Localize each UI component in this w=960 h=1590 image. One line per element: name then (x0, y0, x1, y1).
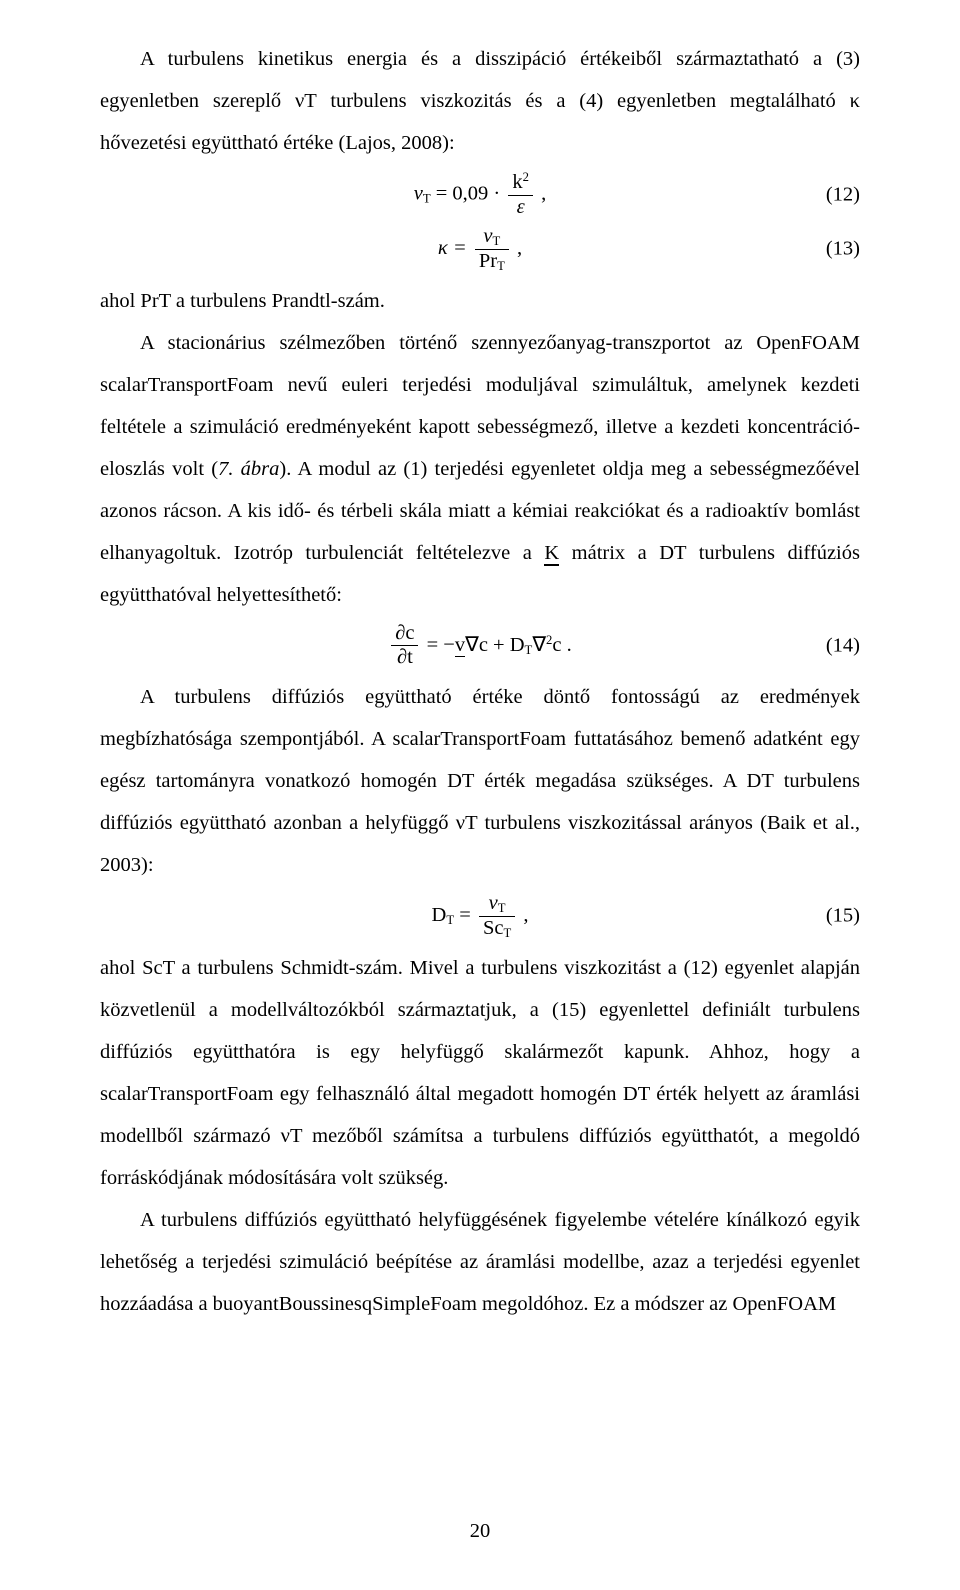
sym-nu: ν (414, 182, 423, 204)
numerator: k2 (508, 170, 533, 196)
page: A turbulens kinetikus energia és a dissz… (0, 0, 960, 1590)
paragraph-1: A turbulens kinetikus energia és a dissz… (100, 38, 860, 164)
eq-text: = (454, 904, 476, 926)
paragraph-2: A stacionárius szélmezőben történő szenn… (100, 322, 860, 616)
sym-kappa: κ = (438, 237, 472, 259)
equation-12: νT = 0,09 · k2ε , (12) (100, 170, 860, 219)
fraction: k2ε (508, 170, 533, 219)
equation-15-number: (15) (826, 904, 860, 929)
tail: , (536, 182, 546, 204)
denominator: ScT (479, 917, 515, 941)
text: ahol ScT a turbulens Schmidt-szám. Mivel… (100, 957, 860, 1189)
text: = − (421, 634, 454, 656)
sub-T: T (423, 191, 431, 205)
fraction: νTScT (479, 892, 515, 941)
numerator: νT (475, 225, 509, 250)
Sc: Sc (483, 917, 504, 939)
fig-ref: 7. ábra (218, 458, 279, 480)
k: k (512, 171, 522, 193)
text: ∇ (532, 634, 546, 656)
denominator: ε (508, 196, 533, 220)
denominator: ∂t (391, 646, 418, 670)
denominator: PrT (475, 250, 509, 274)
text: c . (552, 634, 571, 656)
equation-14-body: ∂c∂t = −v∇c + DT∇2c . (100, 622, 860, 670)
sub-T: T (446, 913, 454, 927)
fraction: νTPrT (475, 225, 509, 274)
sub-T: T (498, 901, 506, 915)
fraction-dc-dt: ∂c∂t (391, 622, 418, 670)
equation-13: κ = νTPrT , (13) (100, 225, 860, 274)
nu: ν (489, 892, 498, 914)
equation-12-number: (12) (826, 182, 860, 207)
tail: , (512, 237, 522, 259)
D: D (432, 904, 447, 926)
nu: ν (483, 225, 492, 247)
paragraph-5: A turbulens diffúziós együttható helyfüg… (100, 1199, 860, 1325)
text: A turbulens diffúziós együttható helyfüg… (100, 1209, 860, 1315)
sub-T: T (493, 234, 501, 248)
equation-15: DT = νTScT , (15) (100, 892, 860, 941)
numerator: νT (479, 892, 515, 917)
Pr: Pr (479, 250, 497, 272)
eq-text: = 0,09 · (431, 182, 506, 204)
equation-15-body: DT = νTScT , (100, 892, 860, 941)
vector-v: v (455, 634, 465, 657)
equation-14: ∂c∂t = −v∇c + DT∇2c . (14) (100, 622, 860, 670)
text: ahol PrT a turbulens Prandtl-szám. (100, 290, 385, 312)
page-number: 20 (0, 1510, 960, 1552)
text: A turbulens kinetikus energia és a dissz… (100, 48, 860, 154)
matrix-K: K (544, 542, 559, 566)
paragraph-4: ahol ScT a turbulens Schmidt-szám. Mivel… (100, 947, 860, 1199)
sub-T: T (503, 926, 511, 940)
equation-14-number: (14) (826, 634, 860, 659)
equation-13-number: (13) (826, 237, 860, 262)
text: ∇c + D (465, 634, 524, 656)
sup-2: 2 (523, 170, 529, 184)
equation-12-body: νT = 0,09 · k2ε , (100, 170, 860, 219)
numerator: ∂c (391, 622, 418, 647)
line-pr: ahol PrT a turbulens Prandtl-szám. (100, 280, 860, 322)
tail: , (518, 904, 528, 926)
equation-13-body: κ = νTPrT , (100, 225, 860, 274)
text: A turbulens diffúziós együttható értéke … (100, 686, 860, 876)
paragraph-3: A turbulens diffúziós együttható értéke … (100, 676, 860, 886)
sub-T: T (497, 259, 505, 273)
